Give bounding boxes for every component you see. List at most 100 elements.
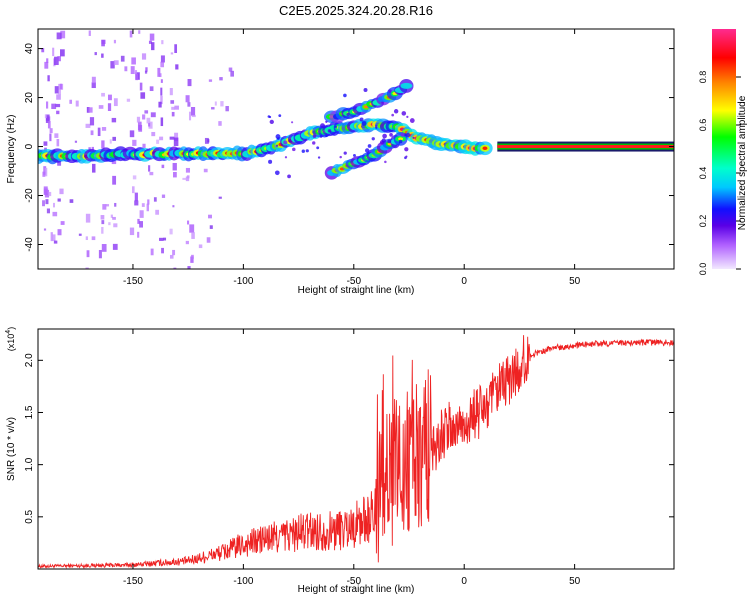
noise-patch <box>85 236 88 241</box>
noise-patch <box>141 203 145 207</box>
noise-patch <box>163 237 167 241</box>
noise-patch <box>204 137 209 144</box>
scatter-dot <box>375 126 378 129</box>
noise-patch <box>191 114 196 118</box>
noise-patch <box>169 87 173 96</box>
scatter-dot <box>283 140 288 145</box>
noise-patch <box>43 228 47 231</box>
noise-patch <box>182 177 187 180</box>
noise-patch <box>88 30 91 36</box>
scatter-dot <box>367 144 372 148</box>
noise-patch <box>75 100 79 107</box>
noise-patch <box>94 52 97 56</box>
noise-patch <box>140 92 146 99</box>
noise-patch <box>139 221 143 228</box>
noise-patch <box>142 143 146 149</box>
scatter-dot <box>327 129 332 133</box>
noise-patch <box>185 240 189 245</box>
noise-patch <box>101 92 105 97</box>
scatter-dot <box>365 148 370 153</box>
scatter-dot <box>389 133 393 137</box>
noise-patch <box>78 233 82 236</box>
scatter-dot <box>312 141 316 145</box>
scatter-dot <box>346 112 350 117</box>
noise-patch <box>153 197 157 202</box>
noise-patch <box>56 94 61 100</box>
scatter-dot <box>339 155 342 159</box>
noise-patch <box>105 204 110 207</box>
noise-patch <box>85 123 91 128</box>
noise-patch <box>175 64 179 70</box>
scatter-dot <box>319 135 323 138</box>
noise-patch <box>139 210 144 218</box>
noise-patch <box>91 82 96 89</box>
noise-patch <box>208 214 212 219</box>
scatter-dot <box>320 123 325 129</box>
noise-patch <box>112 216 116 220</box>
scatter-dot <box>268 115 272 119</box>
noise-patch <box>160 87 163 96</box>
noise-patch <box>147 199 150 205</box>
snr-ticks: -150 -100 -50 0 50 0.5 1.0 1.5 2.0 <box>24 329 674 587</box>
noise-patch <box>56 110 60 115</box>
noise-patch <box>214 101 217 106</box>
noise-patch <box>160 79 163 83</box>
scatter-dot <box>287 174 291 179</box>
x-tick-label: -100 <box>233 576 253 587</box>
noise-patch <box>52 47 55 57</box>
noise-patch <box>198 244 203 249</box>
noise-patch <box>228 67 233 72</box>
noise-patch <box>209 225 213 229</box>
noise-patch <box>60 30 66 39</box>
noise-patch <box>185 167 191 173</box>
noise-patch <box>148 123 151 127</box>
noise-patch <box>218 196 222 199</box>
colorbar-tick-label: 0.0 <box>698 263 708 276</box>
noise-patch <box>53 240 58 244</box>
noise-patch <box>190 107 196 116</box>
noise-patch <box>42 200 45 207</box>
noise-patch <box>151 131 156 137</box>
noise-patch <box>187 79 192 87</box>
noise-patch <box>131 57 136 65</box>
spectrogram-ticks: -150 -100 -50 0 50 -40 -20 0 20 40 <box>24 29 674 287</box>
noise-patch <box>160 117 164 127</box>
noise-patch <box>74 140 78 143</box>
noise-patch <box>100 215 105 220</box>
noise-patch <box>149 171 154 176</box>
noise-patch <box>49 128 53 134</box>
noise-patch <box>44 61 49 69</box>
noise-patch <box>50 232 53 242</box>
x-tick-label: -50 <box>347 276 362 287</box>
noise-patch <box>97 127 101 137</box>
colorbar-tick-label: 0.6 <box>698 119 708 132</box>
snr-panel: -150 -100 -50 0 50 0.5 1.0 1.5 2.0 Height of str… <box>5 327 675 595</box>
spectral-track-layer <box>38 78 493 180</box>
noise-patch <box>160 61 165 68</box>
noise-patch <box>98 105 104 109</box>
noise-patch <box>91 146 94 152</box>
noise-patch <box>171 106 175 110</box>
noise-patch <box>185 95 190 103</box>
noise-patch <box>132 175 137 180</box>
noise-patch <box>191 254 194 259</box>
noise-patch <box>206 237 211 243</box>
noise-patch <box>126 98 131 102</box>
noise-patch <box>161 194 166 198</box>
x-tick-label: 0 <box>461 276 467 287</box>
scatter-dot <box>268 159 273 164</box>
scatter-dot <box>343 93 347 98</box>
noise-patch <box>136 116 141 123</box>
noise-patch <box>187 266 191 269</box>
noise-patch <box>171 111 175 117</box>
noise-patch <box>169 228 173 235</box>
noise-patch <box>158 101 162 108</box>
noise-patch <box>60 221 65 225</box>
noise-patch <box>174 44 178 53</box>
noise-patch <box>52 211 58 217</box>
noise-patch <box>91 76 96 84</box>
noise-patch <box>172 249 176 256</box>
spectrogram-axes-frame <box>37 28 675 270</box>
scatter-dot <box>381 101 384 104</box>
noise-patch <box>159 73 162 78</box>
